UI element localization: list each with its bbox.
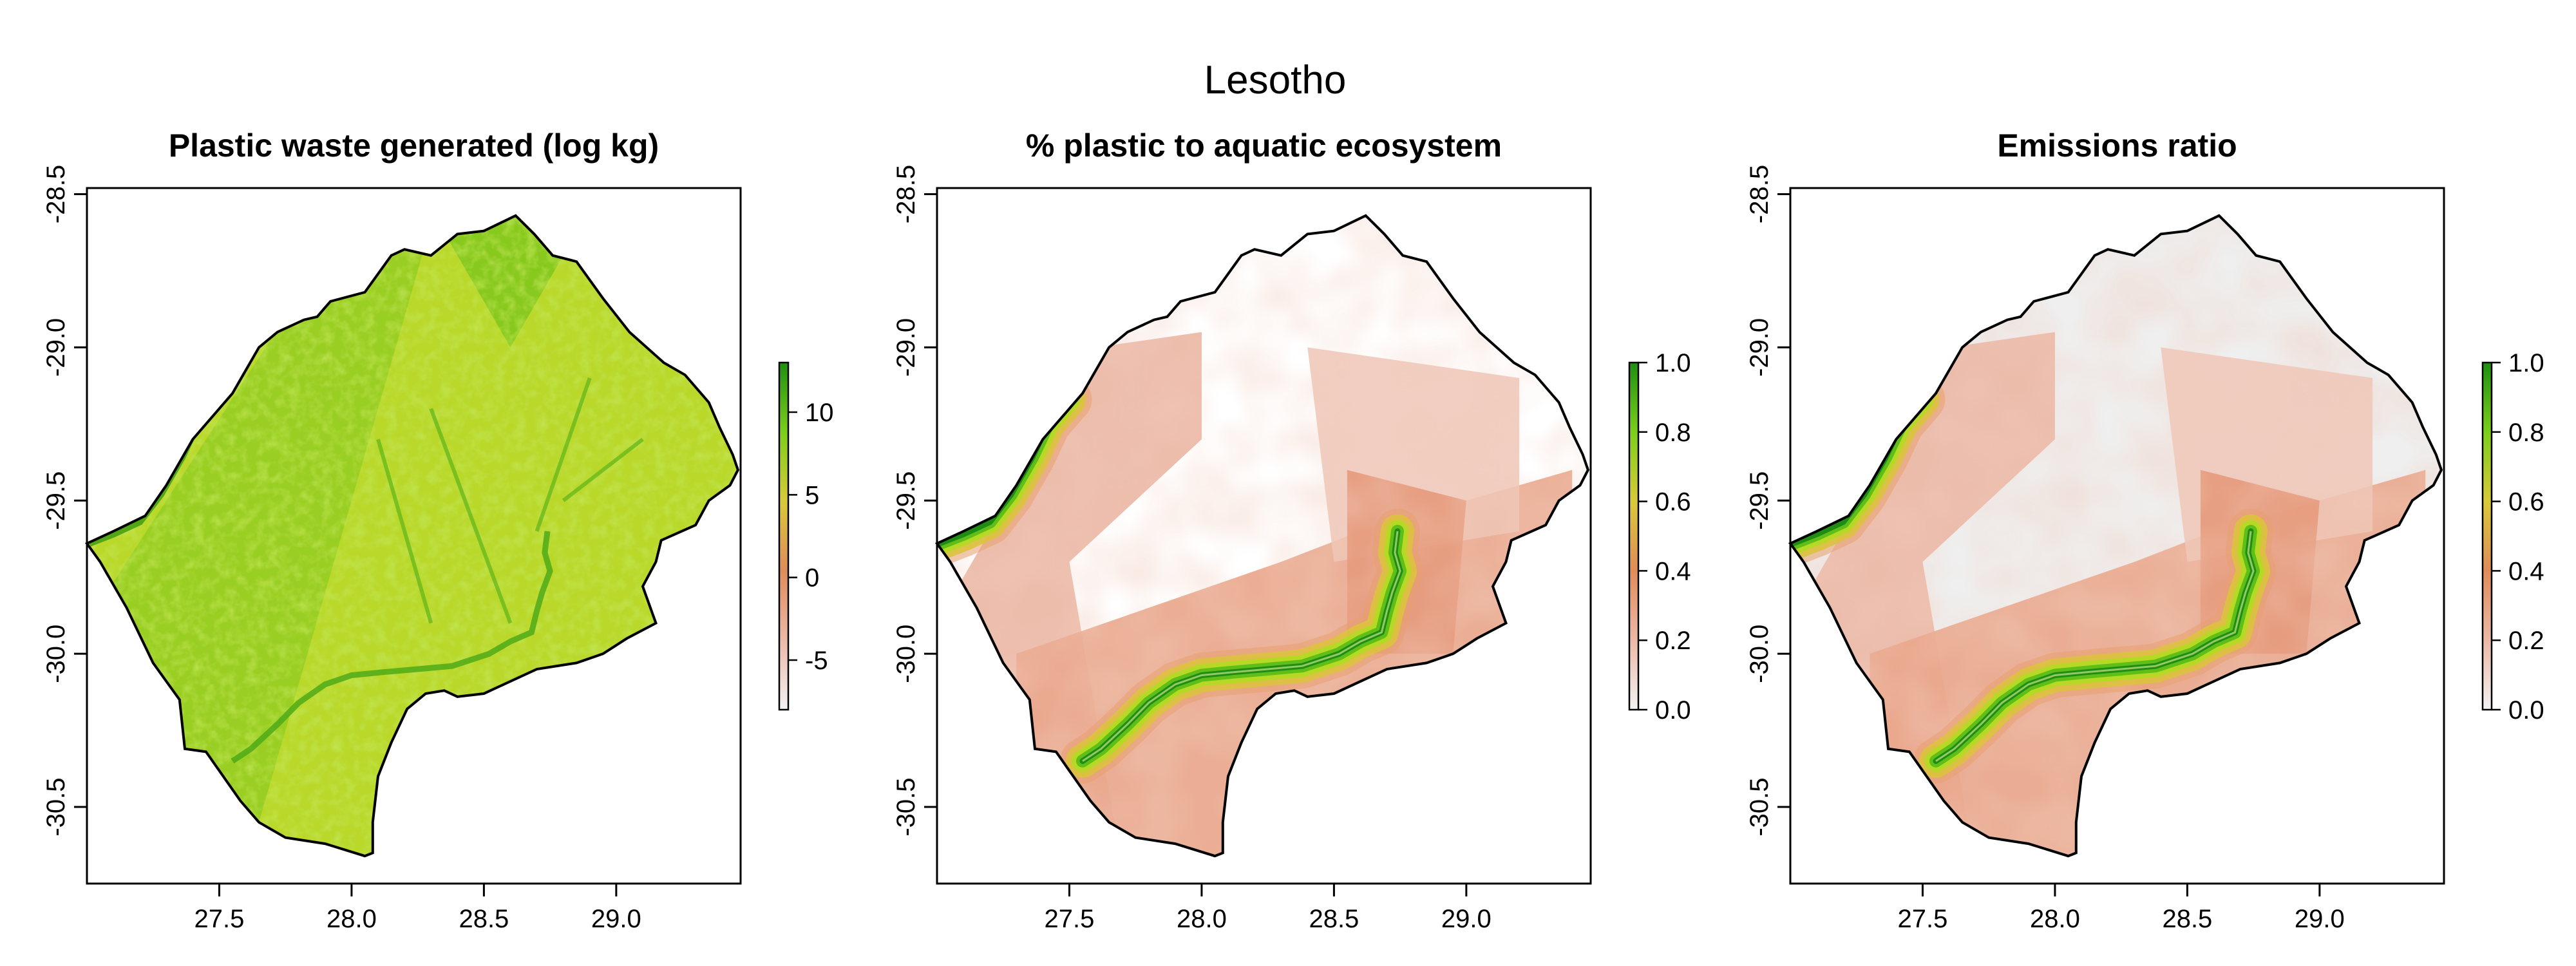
colorbar-label: 0.0 bbox=[2508, 696, 2544, 724]
panel-title: % plastic to aquatic ecosystem bbox=[1026, 128, 1502, 164]
panel-title: Plastic waste generated (log kg) bbox=[169, 128, 659, 164]
colorbar-label: 0.8 bbox=[1655, 419, 1691, 447]
x-tick-label: 29.0 bbox=[1441, 905, 1492, 933]
colorbar-label: 0.4 bbox=[1655, 557, 1691, 585]
colorbar-label: 1.0 bbox=[1655, 349, 1691, 377]
y-tick-label: -29.5 bbox=[42, 471, 70, 530]
x-tick-label: 28.5 bbox=[459, 905, 509, 933]
colorbar-label: 0.2 bbox=[1655, 627, 1691, 655]
y-tick-label: -29.0 bbox=[42, 318, 70, 377]
x-tick-label: 27.5 bbox=[1045, 905, 1095, 933]
x-tick-label: 28.0 bbox=[1177, 905, 1227, 933]
panels: Plastic waste generated (log kg) 27.5 28.0… bbox=[42, 128, 2544, 933]
country-border bbox=[84, 214, 740, 858]
y-tick-label: -28.5 bbox=[1745, 165, 1774, 223]
colorbar-label: 0.4 bbox=[2508, 557, 2544, 585]
x-tick-label: 28.0 bbox=[2030, 905, 2080, 933]
colorbar-label: 0.2 bbox=[2508, 627, 2544, 655]
plot-frame bbox=[86, 187, 742, 885]
y-tick-label: -30.0 bbox=[892, 625, 920, 683]
colorbar-label: 0.6 bbox=[2508, 488, 2544, 516]
colorbar-label: 0.0 bbox=[1655, 696, 1691, 724]
plot-frame bbox=[1789, 187, 2445, 885]
colorbar-label: 5 bbox=[805, 481, 819, 509]
x-tick-label: 28.5 bbox=[2162, 905, 2212, 933]
x-tick-label: 28.5 bbox=[1309, 905, 1359, 933]
y-tick-label: -30.0 bbox=[42, 625, 70, 683]
country-border bbox=[934, 214, 1590, 858]
x-tick-label: 28.0 bbox=[327, 905, 377, 933]
colorbar-label: 0 bbox=[805, 564, 819, 592]
colorbar-label: -5 bbox=[805, 647, 828, 675]
y-tick-label: -29.5 bbox=[892, 471, 920, 530]
x-tick-label: 27.5 bbox=[1898, 905, 1948, 933]
y-tick-label: -29.0 bbox=[1745, 318, 1774, 377]
panel-2: % plastic to aquatic ecosystem 27.5 28.0 28… bbox=[892, 128, 1691, 933]
colorbar bbox=[1628, 361, 1640, 711]
x-tick-label: 29.0 bbox=[591, 905, 641, 933]
colorbar bbox=[778, 361, 790, 711]
colorbar-label: 0.8 bbox=[2508, 419, 2544, 447]
figure-title: Lesotho bbox=[1204, 58, 1347, 102]
y-tick-label: -28.5 bbox=[892, 165, 920, 223]
colorbar-label: 0.6 bbox=[1655, 488, 1691, 516]
colorbar-label: 1.0 bbox=[2508, 349, 2544, 377]
y-tick-label: -29.5 bbox=[1745, 471, 1774, 530]
panel-1: Plastic waste generated (log kg) 27.5 28.0… bbox=[42, 128, 834, 933]
y-tick-label: -30.5 bbox=[1745, 777, 1774, 836]
y-tick-label: -30.0 bbox=[1745, 625, 1774, 683]
y-tick-label: -29.0 bbox=[892, 318, 920, 377]
colorbar bbox=[2481, 361, 2493, 711]
y-tick-label: -30.5 bbox=[42, 777, 70, 836]
x-tick-label: 29.0 bbox=[2295, 905, 2345, 933]
plot-frame bbox=[936, 187, 1592, 885]
y-tick-label: -28.5 bbox=[42, 165, 70, 223]
raster bbox=[1790, 215, 2441, 857]
panel-title: Emissions ratio bbox=[1997, 128, 2237, 164]
country-border bbox=[1788, 214, 2443, 858]
raster bbox=[87, 215, 738, 857]
colorbar-label: 10 bbox=[805, 399, 834, 427]
raster bbox=[937, 215, 1588, 857]
y-tick-label: -30.5 bbox=[892, 777, 920, 836]
panel-3: Emissions ratio 27.5 28.0 28.5 29.0 -28.5 -29.… bbox=[1745, 128, 2544, 933]
x-tick-label: 27.5 bbox=[194, 905, 245, 933]
